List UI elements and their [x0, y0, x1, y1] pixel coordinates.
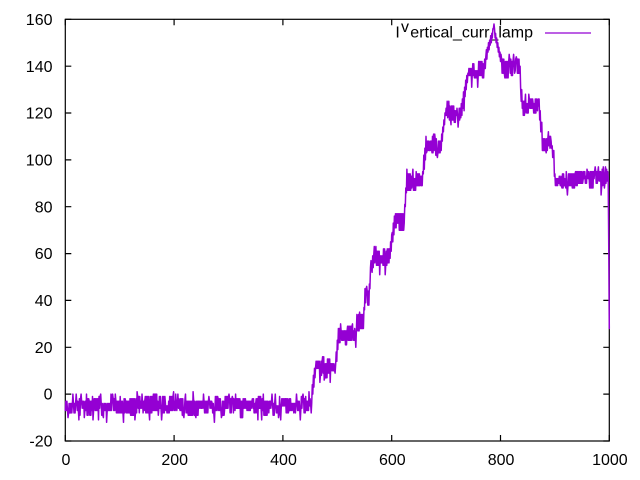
- svg-text:800: 800: [488, 452, 515, 469]
- svg-text:60: 60: [35, 246, 53, 263]
- svg-text:40: 40: [35, 293, 53, 310]
- svg-text:160: 160: [26, 12, 53, 29]
- svg-text:v: v: [401, 19, 409, 36]
- svg-text:0: 0: [44, 387, 53, 404]
- svg-text:600: 600: [379, 452, 406, 469]
- svg-text:100: 100: [26, 153, 53, 170]
- svg-text:0: 0: [61, 452, 70, 469]
- svg-text:-20: -20: [29, 434, 52, 451]
- svg-text:120: 120: [26, 106, 53, 123]
- svg-text:140: 140: [26, 59, 53, 76]
- svg-text:1000: 1000: [592, 452, 628, 469]
- svg-text:ertical_curr_lamp: ertical_curr_lamp: [410, 25, 533, 42]
- svg-text:400: 400: [270, 452, 297, 469]
- svg-text:200: 200: [161, 452, 188, 469]
- svg-text:80: 80: [35, 199, 53, 216]
- svg-text:I: I: [395, 25, 399, 42]
- svg-text:20: 20: [35, 340, 53, 357]
